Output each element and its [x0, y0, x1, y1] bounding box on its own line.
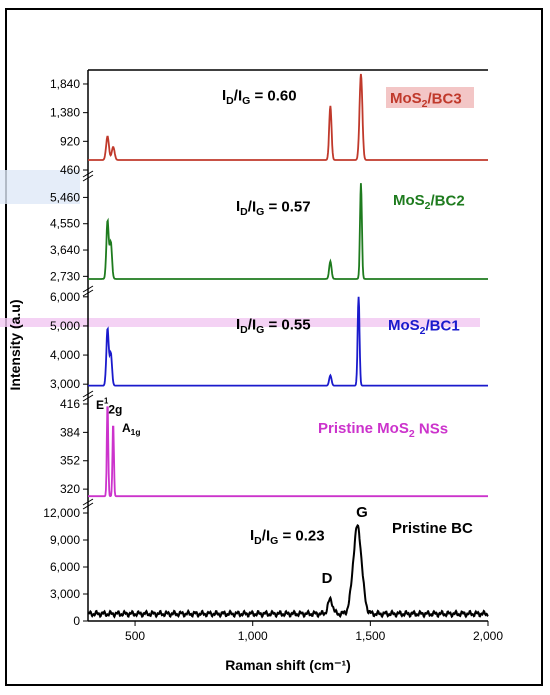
y-tick-label: 320 — [60, 482, 80, 496]
y-tick-label: 352 — [60, 454, 80, 468]
x-tick-label: 2,000 — [473, 629, 503, 643]
axis-break — [82, 174, 94, 182]
spectrum-bc1 — [88, 296, 488, 387]
a1g-mode-label: A1g — [122, 421, 140, 437]
x-tick-label: 500 — [125, 629, 145, 643]
ratio-label-bc3: ID/IG = 0.60 — [222, 87, 297, 107]
axis-break — [82, 289, 94, 297]
spectrum-bc — [87, 523, 489, 619]
y-tick-label: 6,000 — [50, 560, 80, 574]
axis-break — [82, 285, 94, 293]
decor-band — [0, 318, 480, 327]
y-tick-label: 9,000 — [50, 533, 80, 547]
label-highlight — [386, 87, 474, 108]
axis-break — [82, 498, 94, 506]
spectrum-mos2 — [88, 406, 488, 498]
series-label-mos2: Pristine MoS2 NSs — [318, 420, 448, 440]
axis-break — [82, 170, 94, 178]
y-tick-label: 5,000 — [50, 319, 80, 333]
x-axis-label: Raman shift (cm⁻¹) — [225, 657, 351, 673]
y-tick-label: 416 — [60, 397, 80, 411]
y-tick-label: 460 — [60, 163, 80, 177]
series-label-bc: Pristine BC — [392, 520, 473, 537]
axis-break — [82, 390, 94, 398]
y-tick-label: 0 — [73, 614, 80, 628]
y-axis-label: Intensity (a.u) — [7, 299, 23, 390]
y-tick-label: 384 — [60, 425, 80, 439]
y-tick-label: 2,730 — [50, 269, 80, 283]
decor-band — [0, 170, 80, 204]
series-label-bc1: MoS2/BC1 — [388, 317, 460, 337]
e2g-mode-label: E12g — [96, 397, 122, 417]
y-tick-label: 3,000 — [50, 587, 80, 601]
g-band-label: G — [356, 504, 368, 521]
x-tick-label: 1,000 — [238, 629, 268, 643]
ratio-label-bc: ID/IG = 0.23 — [250, 527, 325, 547]
y-tick-label: 3,640 — [50, 243, 80, 257]
x-tick-label: 1,500 — [355, 629, 385, 643]
ratio-label-bc1: ID/IG = 0.55 — [236, 316, 311, 336]
ratio-label-bc2: ID/IG = 0.57 — [236, 198, 311, 218]
y-tick-label: 1,840 — [50, 77, 80, 91]
y-tick-label: 920 — [60, 134, 80, 148]
y-tick-label: 4,550 — [50, 217, 80, 231]
series-label-bc3: MoS2/BC3 — [390, 90, 462, 110]
axis-break — [82, 394, 94, 402]
spectrum-bc3 — [88, 73, 488, 161]
series-label-bc2: MoS2/BC2 — [393, 192, 465, 212]
y-tick-label: 12,000 — [43, 506, 80, 520]
y-tick-label: 6,000 — [50, 290, 80, 304]
y-tick-label: 3,000 — [50, 377, 80, 391]
spectrum-bc2 — [88, 183, 488, 280]
y-tick-label: 4,000 — [50, 348, 80, 362]
y-tick-label: 1,380 — [50, 106, 80, 120]
d-band-label: D — [322, 570, 333, 587]
axis-break — [82, 502, 94, 510]
y-tick-label: 5,460 — [50, 190, 80, 204]
figure-border — [5, 8, 543, 686]
